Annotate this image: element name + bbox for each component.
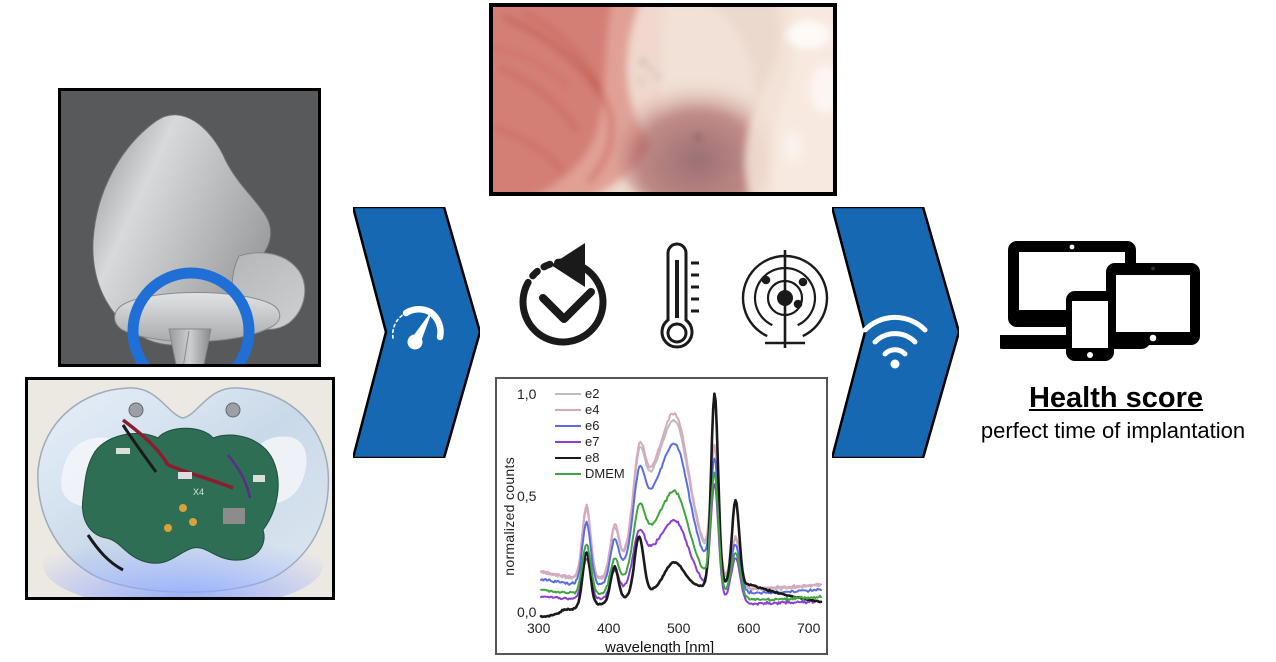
svg-text:X4: X4 <box>193 487 204 497</box>
